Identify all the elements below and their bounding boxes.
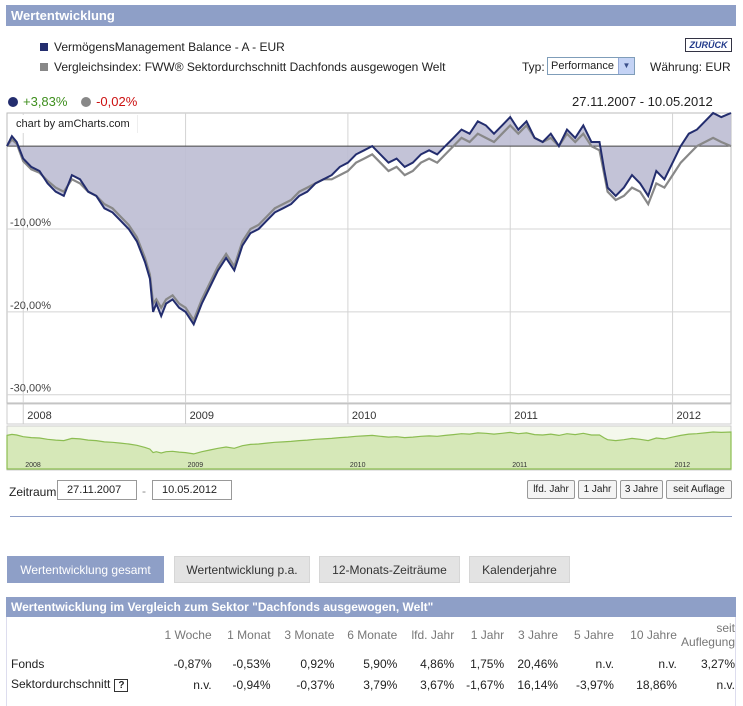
navigator-tick-label: 2008 — [25, 462, 41, 469]
table-cell: 4,86% — [420, 656, 455, 671]
table-cell: 16,14% — [517, 677, 559, 692]
table-header-row: 1 Woche 1 Monat 3 Monate 6 Monate lfd. J… — [7, 617, 737, 653]
currency-label: Währung: EUR — [650, 60, 731, 74]
x-tick-label: 2009 — [190, 410, 214, 422]
comparison-table-wrap: 1 Woche 1 Monat 3 Monate 6 Monate lfd. J… — [6, 617, 736, 706]
index-performance: -0,02% — [96, 94, 138, 109]
y-tick-label: -30,00% — [10, 383, 51, 395]
x-axis-band — [6, 403, 732, 425]
tab-calendar-years[interactable]: Kalenderjahre — [469, 556, 570, 583]
back-button[interactable]: ZURÜCK — [685, 38, 732, 52]
table-cell: -0,87% — [173, 656, 212, 671]
period-button-1y[interactable]: 1 Jahr — [578, 480, 617, 499]
x-tick-label: 2012 — [677, 410, 701, 422]
row-label: Fonds — [11, 656, 45, 671]
navigator-area — [6, 431, 732, 470]
table-cell: -0,53% — [232, 656, 271, 671]
row-label: Sektordurchschnitt? — [7, 674, 152, 695]
table-cell: n.v. — [193, 677, 212, 692]
navigator-tick-labels: 2008 2009 2010 2011 2012 — [25, 462, 690, 469]
table-cell: n.v. — [716, 677, 735, 692]
navigator-tick-label: 2010 — [350, 462, 366, 469]
divider — [10, 516, 732, 517]
tab-12-month-periods[interactable]: 12-Monats-Zeiträume — [319, 556, 460, 583]
column-header: 3 Jahre — [518, 628, 559, 642]
x-tick-label: 2010 — [352, 410, 376, 422]
date-range: 27.11.2007 - 10.05.2012 — [572, 94, 713, 109]
period-button-since-inception[interactable]: seit Auflage — [666, 480, 732, 499]
typ-select[interactable]: Performance ▼ — [547, 57, 635, 75]
table-cell: 20,46% — [517, 656, 559, 671]
legend-fund-label: VermögensManagement Balance - A - EUR — [54, 40, 285, 54]
navigator-tick-label: 2011 — [512, 462, 527, 469]
navigator-tick-label: 2009 — [188, 462, 204, 469]
column-header-since-inception: seit Auflegung — [679, 617, 737, 653]
table-cell: 3,27% — [700, 656, 735, 671]
row-label-text: Sektordurchschnitt — [11, 677, 111, 691]
fund-color-swatch — [40, 43, 48, 51]
fund-line — [6, 111, 732, 327]
table-cell: -3,97% — [575, 677, 614, 692]
column-header: 3 Monate — [284, 628, 335, 642]
column-header: 10 Jahre — [630, 628, 677, 642]
table-row: Sektordurchschnitt? n.v. -0,94% -0,37% 3… — [7, 674, 737, 695]
comparison-title: Wertentwicklung im Vergleich zum Sektor … — [6, 597, 736, 617]
tab-performance-pa[interactable]: Wertentwicklung p.a. — [174, 556, 310, 583]
chevron-down-icon: ▼ — [618, 58, 634, 74]
column-header: 5 Jahre — [573, 628, 614, 642]
period-button-3y[interactable]: 3 Jahre — [620, 480, 663, 499]
legend-fund: VermögensManagement Balance - A - EUR — [40, 40, 285, 54]
x-tick-label: 2011 — [514, 410, 538, 422]
y-tick-label: -10,00% — [10, 217, 51, 229]
table-cell: 0,92% — [300, 656, 335, 671]
help-icon[interactable]: ? — [114, 679, 129, 692]
period-to-input[interactable]: 10.05.2012 — [152, 480, 232, 500]
column-header: 6 Monate — [347, 628, 398, 642]
table-cell: n.v. — [658, 656, 677, 671]
column-header: 1 Jahr — [470, 628, 505, 642]
table-cell: 1,75% — [470, 656, 505, 671]
typ-label: Typ: — [522, 60, 545, 74]
table-cell: -0,94% — [232, 677, 271, 692]
table-row: Fonds -0,87% -0,53% 0,92% 5,90% 4,86% 1,… — [7, 653, 737, 674]
performance-summary: +3,83% -0,02% — [8, 94, 137, 109]
table-cell: -0,37% — [296, 677, 335, 692]
table-cell: -1,67% — [466, 677, 505, 692]
column-header: 1 Monat — [227, 628, 271, 642]
table-cell: n.v. — [595, 656, 614, 671]
fund-area — [7, 113, 731, 325]
period-from-input[interactable]: 27.11.2007 — [57, 480, 137, 500]
legend-index: Vergleichsindex: FWW® Sektordurchschnitt… — [40, 60, 445, 74]
period-button-ytd[interactable]: lfd. Jahr — [527, 480, 575, 499]
section-title: Wertentwicklung — [6, 5, 736, 26]
table-cell: 18,86% — [636, 677, 677, 692]
since-line-2: Auflegung — [680, 635, 735, 649]
tab-performance-total[interactable]: Wertentwicklung gesamt — [7, 556, 164, 583]
fund-performance: +3,83% — [23, 94, 68, 109]
legend-index-label: Vergleichsindex: FWW® Sektordurchschnitt… — [54, 60, 446, 74]
index-dot-icon — [81, 97, 92, 107]
period-label: Zeitraum: — [9, 485, 60, 499]
navigator-tick-label: 2012 — [675, 462, 691, 469]
column-header: lfd. Jahr — [411, 628, 455, 642]
x-tick-label: 2008 — [27, 410, 51, 422]
performance-chart[interactable]: -10,00%-20,00%-30,00% 2008 2009 2010 2011 20… — [0, 0, 743, 480]
period-separator: - — [142, 484, 146, 498]
header-empty — [7, 617, 152, 653]
since-line-1: seit — [716, 621, 735, 635]
y-tick-labels: -10,00% -20,00% -30,00% — [10, 217, 51, 395]
typ-select-value: Performance — [551, 60, 614, 72]
x-tick-labels: 2008 2009 2010 2011 2012 — [22, 404, 701, 424]
index-color-swatch — [40, 63, 48, 71]
comparison-table: 1 Woche 1 Monat 3 Monate 6 Monate lfd. J… — [7, 617, 737, 695]
y-tick-label: -20,00% — [10, 300, 51, 312]
table-cell: 5,90% — [363, 656, 398, 671]
table-cell: 3,67% — [420, 677, 455, 692]
amcharts-credit[interactable]: chart by amCharts.com — [9, 115, 138, 133]
table-cell: 3,79% — [363, 677, 398, 692]
column-header: 1 Woche — [164, 628, 212, 642]
fund-dot-icon — [8, 97, 18, 107]
